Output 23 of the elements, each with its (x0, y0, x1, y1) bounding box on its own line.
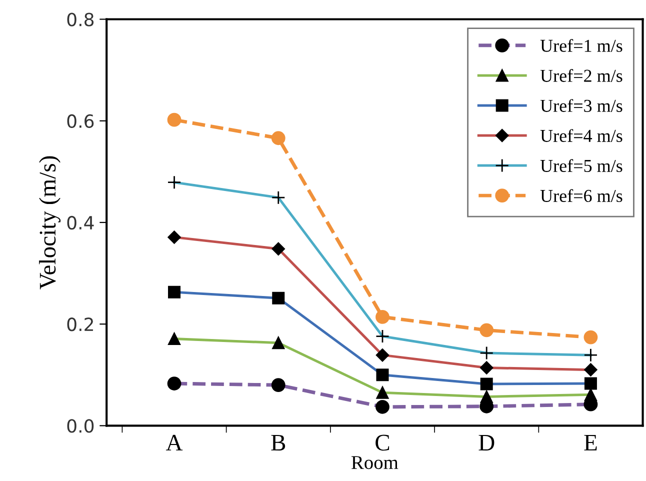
legend-label: Uref=5 m/s (540, 159, 622, 172)
x-tick-label: A (166, 434, 183, 450)
legend-label: Uref=2 m/s (540, 69, 622, 82)
y-tick-label: 0.4 (67, 216, 94, 230)
legend-label: Uref=3 m/s (540, 99, 622, 112)
x-axis-title: Room (351, 456, 398, 470)
point (167, 112, 182, 127)
point (271, 131, 286, 146)
legend-label: Uref=6 m/s (540, 189, 622, 202)
y-tick-label: 0.0 (67, 419, 94, 433)
y-tick-label: 0.2 (67, 318, 93, 332)
point (376, 310, 390, 324)
legend-label: Uref=4 m/s (540, 129, 622, 142)
y-tick-label: 0.6 (67, 114, 94, 128)
x-tick-label: E (584, 434, 597, 450)
legend-label: Uref=1 m/s (540, 39, 622, 52)
x-tick-label: B (271, 434, 286, 450)
x-tick-label: D (478, 434, 494, 450)
point (584, 330, 598, 344)
point (480, 323, 494, 338)
x-tick-label: C (376, 434, 390, 451)
y-tick-label: 0.8 (67, 12, 94, 26)
y-axis-title: Velocity (m/s) (39, 156, 61, 290)
